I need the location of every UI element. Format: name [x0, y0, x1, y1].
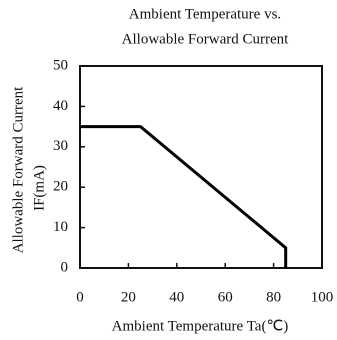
y-tick-label: 10: [53, 219, 68, 235]
x-tick-label: 40: [169, 289, 184, 305]
x-tick-label: 100: [311, 289, 334, 305]
x-tick-label: 60: [218, 289, 233, 305]
y-tick-label: 30: [53, 138, 68, 154]
y-tick-label: 50: [53, 57, 68, 73]
plot-frame: [79, 65, 323, 269]
x-tick-label: 20: [121, 289, 136, 305]
x-tick-label: 80: [266, 289, 281, 305]
y-tick-label: 20: [53, 179, 68, 195]
x-tick-label: 0: [76, 289, 84, 305]
y-axis-label: Allowable Forward Current: [10, 86, 26, 253]
x-axis-label: Ambient Temperature Ta(℃): [112, 318, 289, 334]
y-tick-label: 40: [53, 98, 68, 114]
line: [80, 125, 288, 268]
y-axis-label: IF(mA): [31, 165, 47, 211]
chart-title: Ambient Temperature vs.: [129, 6, 281, 22]
y-tick-label: 0: [61, 259, 69, 275]
chart-title: Allowable Forward Current: [122, 31, 289, 47]
